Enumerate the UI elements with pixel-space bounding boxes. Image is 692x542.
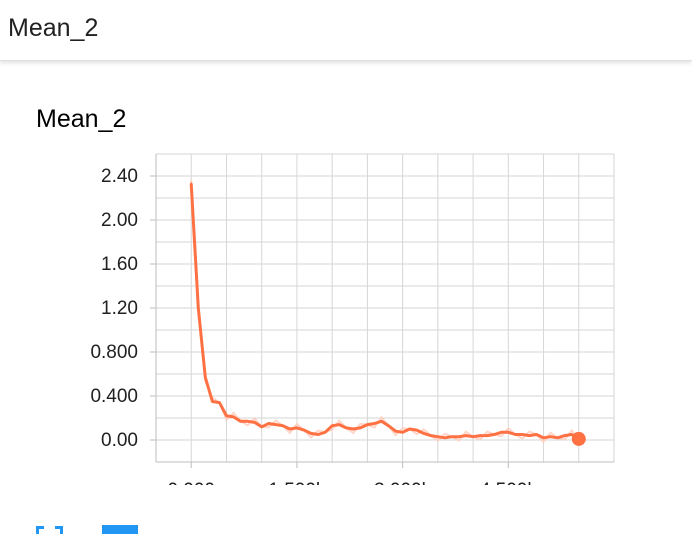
data-point bbox=[485, 434, 489, 437]
data-point bbox=[352, 427, 355, 431]
data-point bbox=[373, 422, 376, 425]
data-point bbox=[471, 435, 475, 438]
x-tick-label: 1.500k bbox=[268, 480, 326, 485]
expand-icon[interactable] bbox=[36, 526, 63, 542]
header-bar: Mean_2 bbox=[0, 0, 692, 61]
chart-toolbar bbox=[36, 520, 156, 534]
data-point bbox=[323, 431, 327, 434]
data-point bbox=[302, 428, 306, 432]
data-point bbox=[295, 426, 299, 430]
data-point bbox=[443, 436, 447, 439]
data-point bbox=[316, 433, 320, 436]
data-point bbox=[429, 434, 432, 437]
data-point bbox=[535, 433, 538, 436]
data-point bbox=[464, 434, 468, 437]
data-point bbox=[281, 424, 285, 427]
data-point bbox=[408, 427, 411, 431]
data-point bbox=[225, 414, 228, 417]
y-tick-label: 0.400 bbox=[90, 386, 138, 407]
data-point bbox=[514, 433, 517, 436]
data-point bbox=[260, 425, 263, 428]
data-point bbox=[457, 435, 461, 438]
data-point bbox=[415, 428, 418, 432]
data-point bbox=[556, 436, 559, 439]
page-title: Mean_2 bbox=[8, 14, 99, 42]
y-tick-label: 1.20 bbox=[101, 298, 138, 319]
line-chart: 0.00 0.400 0.800 1.20 1.60 2.00 2.40 0.000 1.500… bbox=[90, 153, 615, 485]
last-point-marker bbox=[571, 431, 586, 446]
chart-card-title: Mean_2 bbox=[36, 105, 127, 133]
y-tick-label: 2.00 bbox=[101, 210, 138, 231]
data-point bbox=[267, 422, 270, 425]
data-point bbox=[387, 424, 390, 427]
data-point bbox=[521, 433, 524, 436]
y-tick-label: 1.60 bbox=[101, 254, 138, 275]
data-point bbox=[493, 433, 496, 436]
data-point bbox=[563, 434, 566, 437]
data-point bbox=[450, 435, 454, 438]
data-point bbox=[528, 434, 531, 437]
data-point bbox=[309, 432, 313, 435]
series-raw-line bbox=[190, 179, 580, 444]
x-tick-label: 3.000k bbox=[374, 480, 432, 485]
data-point bbox=[359, 426, 362, 430]
series-line bbox=[189, 183, 580, 441]
data-point bbox=[211, 400, 214, 403]
data-point bbox=[394, 430, 397, 433]
data-point bbox=[422, 432, 425, 435]
x-tick-label: 0.000 bbox=[167, 480, 215, 485]
data-point bbox=[542, 436, 545, 439]
data-point bbox=[197, 306, 200, 310]
data-table-icon[interactable] bbox=[102, 525, 138, 534]
y-tick-label: 2.40 bbox=[101, 166, 138, 187]
data-point bbox=[274, 423, 277, 426]
data-point bbox=[338, 423, 341, 426]
data-point bbox=[345, 426, 348, 430]
data-point bbox=[288, 427, 292, 431]
data-point bbox=[218, 401, 221, 404]
x-tick-label: 4.500k bbox=[480, 480, 538, 485]
data-point bbox=[232, 415, 235, 419]
data-point bbox=[549, 435, 552, 438]
data-point bbox=[204, 376, 207, 379]
y-tick-label: 0.800 bbox=[90, 342, 138, 363]
data-point bbox=[507, 431, 510, 434]
y-tick-label: 0.00 bbox=[101, 430, 138, 451]
data-point bbox=[246, 420, 249, 423]
data-point bbox=[253, 421, 256, 424]
data-point bbox=[436, 435, 440, 438]
data-point bbox=[380, 420, 383, 423]
data-point bbox=[366, 423, 369, 426]
data-point bbox=[330, 424, 334, 427]
data-point bbox=[239, 420, 242, 423]
data-point bbox=[190, 182, 193, 185]
data-point bbox=[401, 431, 404, 434]
data-point bbox=[570, 433, 573, 436]
data-point bbox=[478, 434, 482, 437]
data-point bbox=[500, 431, 503, 434]
